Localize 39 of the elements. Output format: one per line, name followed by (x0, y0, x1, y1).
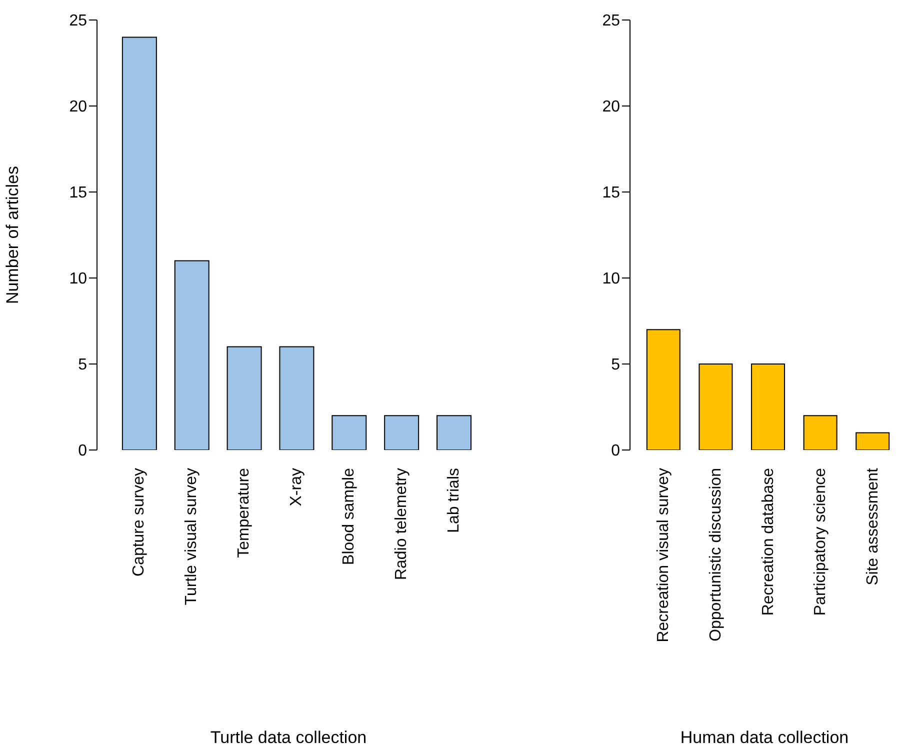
bar (384, 415, 420, 450)
bar (698, 364, 733, 450)
y-tick-label: 10 (69, 270, 88, 288)
bar (436, 415, 472, 450)
x-tick-label: Lab trials (445, 468, 462, 533)
y-axis-title: Number of articles (3, 166, 22, 304)
bar (856, 432, 890, 450)
x-tick-label: Participatory science (812, 468, 830, 616)
bar (332, 415, 367, 450)
x-tick-label: Capture survey (130, 468, 148, 576)
bar (646, 329, 680, 450)
y-tick-label: 15 (69, 184, 88, 202)
x-tick-label: X-ray (288, 468, 305, 506)
y-tick-label: 5 (611, 356, 620, 374)
x-tick-label: Turtle visual survey (183, 468, 200, 606)
x-tick-label: Recreation visual survey (655, 468, 672, 642)
x-axis-title: Human data collection (680, 728, 849, 745)
y-tick-label: 20 (602, 98, 620, 116)
bar (803, 415, 838, 450)
x-axis-title: Turtle data collection (210, 728, 367, 745)
y-tick-label: 20 (69, 98, 88, 116)
y-tick-label: 5 (78, 356, 88, 374)
x-tick-label: Opportunistic discussion (707, 468, 724, 642)
bar (122, 36, 157, 450)
x-tick-label: Blood sample (340, 468, 358, 565)
bar (751, 364, 786, 450)
y-tick-label: 15 (602, 184, 620, 202)
y-tick-label: 25 (69, 12, 88, 30)
x-tick-label: Temperature (236, 468, 253, 558)
x-tick-label: Site assessment (864, 467, 882, 586)
y-tick-label: 10 (602, 270, 620, 288)
y-tick-label: 25 (602, 12, 620, 30)
bar (226, 346, 262, 450)
bar (279, 346, 314, 450)
x-tick-label: Radio telemetry (392, 468, 410, 580)
bar (174, 260, 210, 450)
y-tick-label: 0 (611, 442, 620, 460)
y-tick-label: 0 (78, 442, 88, 460)
x-tick-label: Recreation database (760, 468, 777, 616)
